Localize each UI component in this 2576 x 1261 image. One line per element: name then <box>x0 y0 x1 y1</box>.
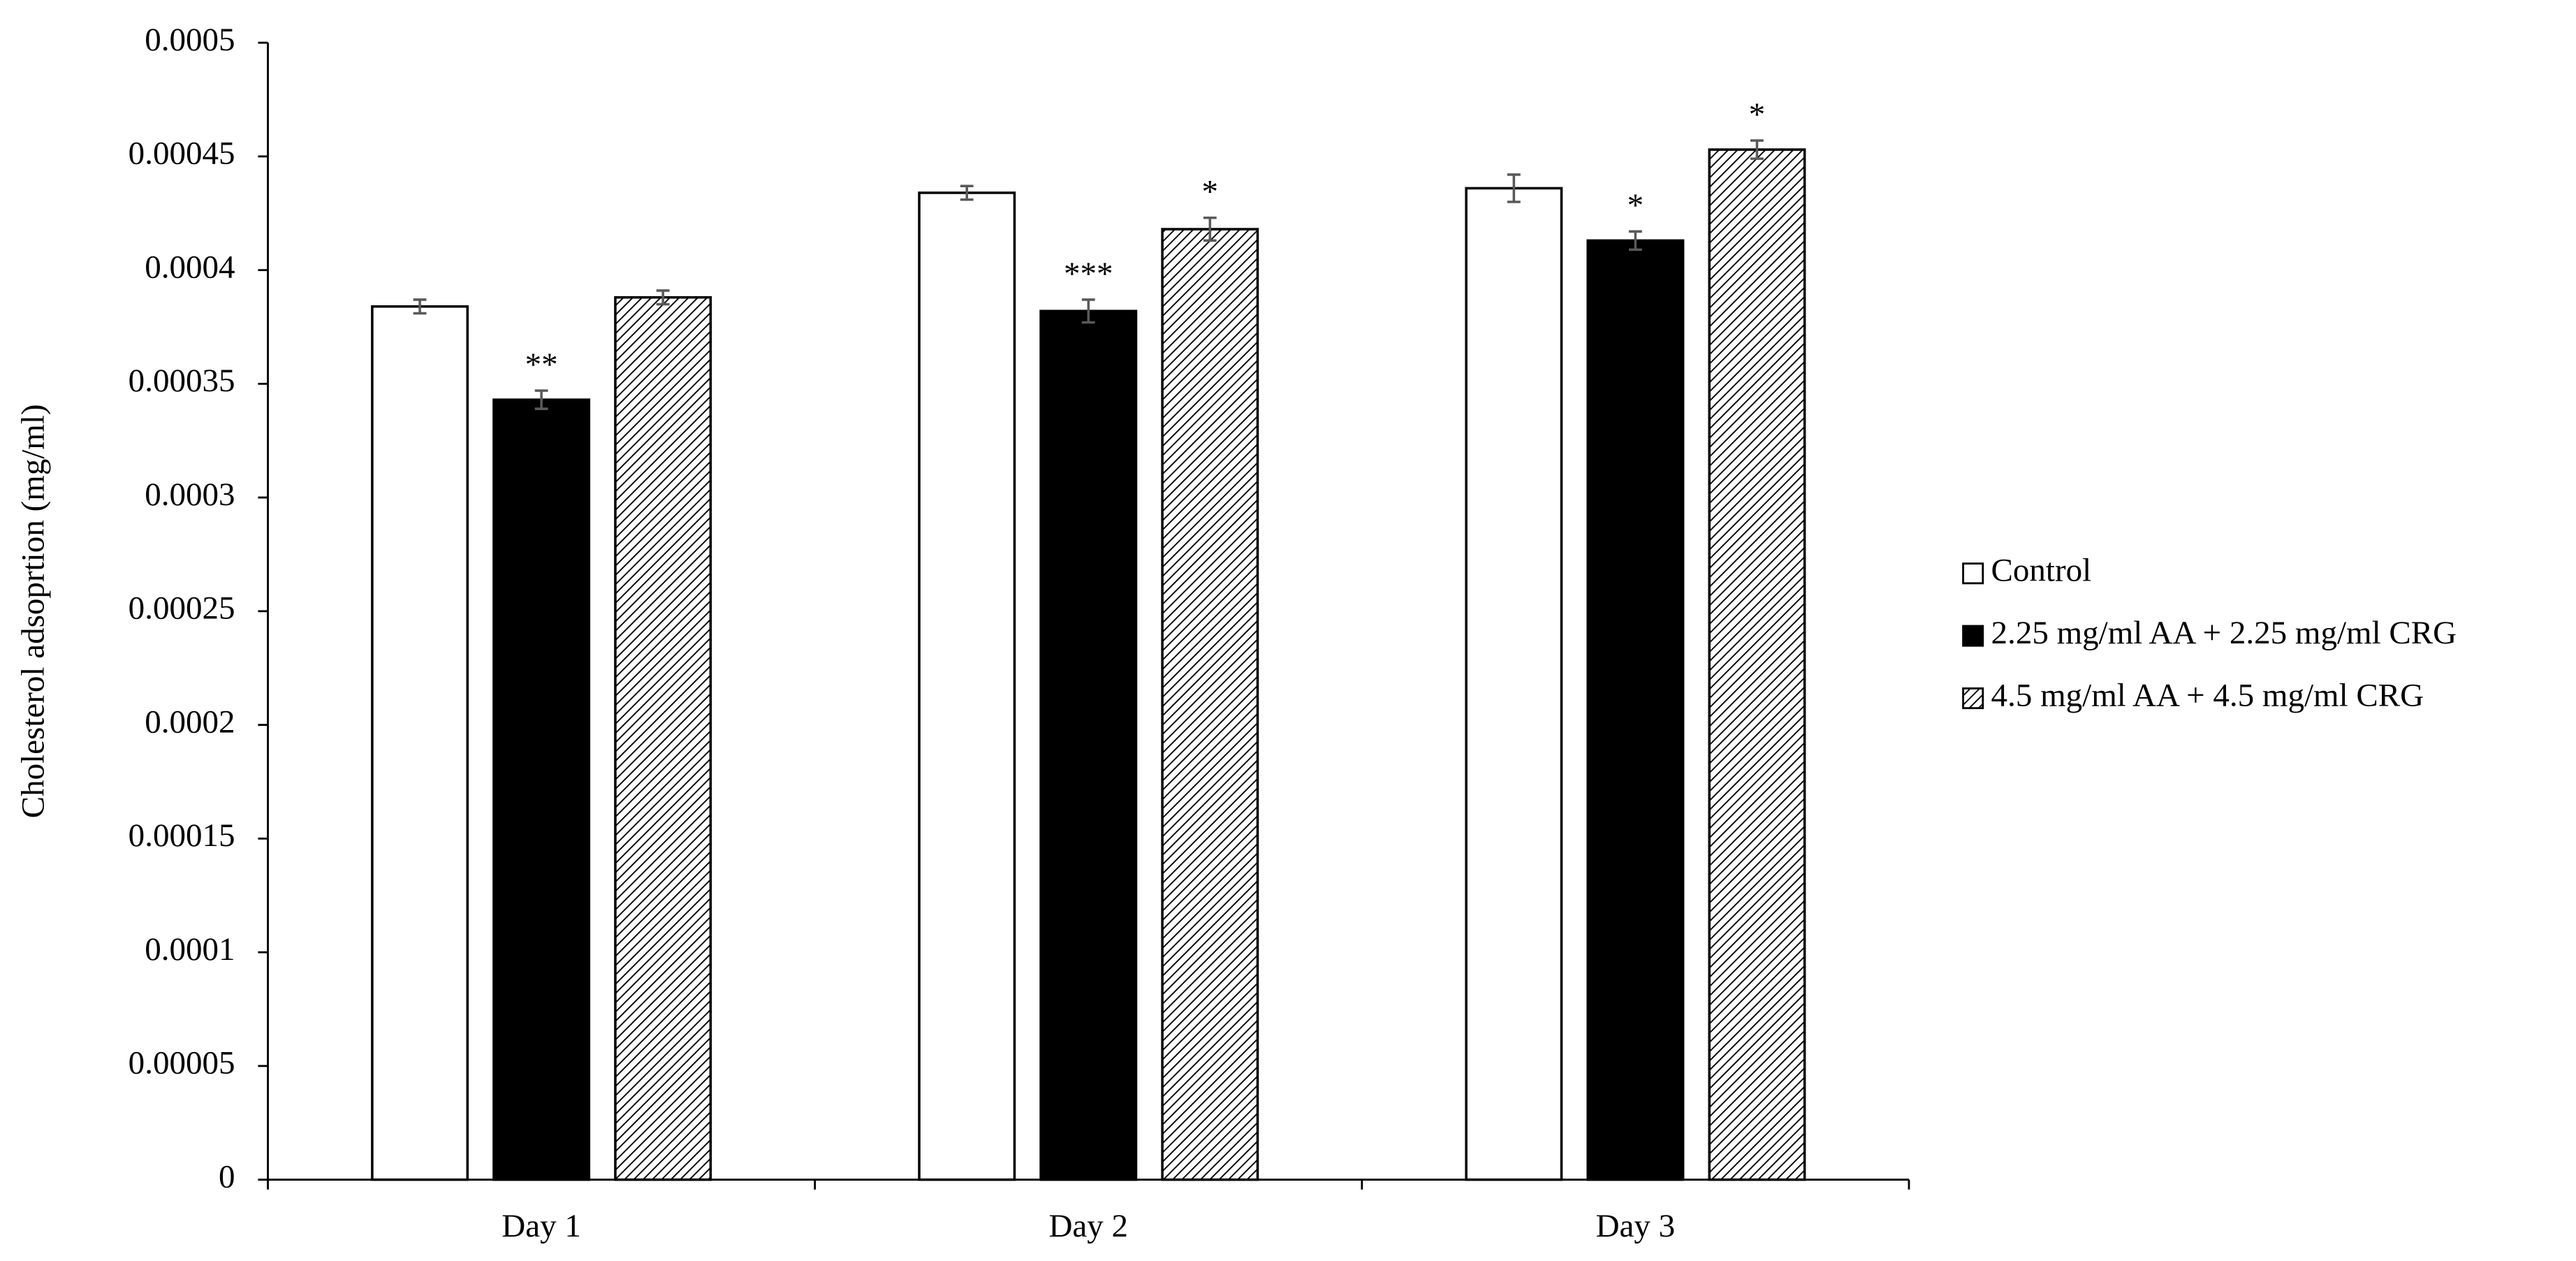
y-tick-label: 0.0001 <box>145 931 235 968</box>
legend-label: 4.5 mg/ml AA + 4.5 mg/ml CRG <box>1991 677 2424 713</box>
y-tick-label: 0 <box>219 1158 235 1195</box>
y-tick-label: 0.0003 <box>145 476 235 513</box>
legend-swatch <box>1962 562 1984 585</box>
bar <box>1708 148 1806 1181</box>
y-tick-label: 0.0002 <box>145 704 235 740</box>
legend-label: Control <box>1991 553 2092 589</box>
y-tick-label: 0.00015 <box>129 817 235 854</box>
bar <box>1586 239 1685 1181</box>
legend-swatch <box>1962 625 1984 647</box>
error-bar <box>960 184 974 201</box>
y-tick-label: 0.0004 <box>145 249 235 285</box>
x-tick-label: Day 2 <box>1048 1208 1128 1244</box>
x-tick-label: Day 1 <box>502 1208 581 1244</box>
significance-label: * <box>1749 96 1766 133</box>
bar <box>1465 187 1563 1181</box>
error-bar <box>1203 217 1217 242</box>
bar <box>1039 309 1138 1181</box>
error-bar <box>413 298 427 315</box>
significance-label: *** <box>1064 256 1113 292</box>
y-tick-label: 0.00005 <box>129 1045 235 1081</box>
y-axis-title: Cholesterol adsoprtion (mg/ml) <box>15 404 52 818</box>
error-bar <box>1507 173 1521 203</box>
legend-swatch <box>1962 687 1984 710</box>
y-tick-label: 0.00035 <box>129 363 235 399</box>
error-bar <box>656 289 670 306</box>
error-bar <box>1628 230 1642 252</box>
significance-label: * <box>1202 174 1219 210</box>
x-tick-label: Day 3 <box>1596 1208 1676 1244</box>
y-tick-label: 0.00025 <box>129 590 235 627</box>
bar <box>492 398 591 1181</box>
bar <box>918 191 1016 1181</box>
significance-label: * <box>1627 187 1644 224</box>
legend-label: 2.25 mg/ml AA + 2.25 mg/ml CRG <box>1991 615 2457 651</box>
error-bar <box>1081 298 1095 324</box>
bar <box>614 296 712 1181</box>
y-tick-label: 0.00045 <box>129 136 235 172</box>
y-tick-label: 0.0005 <box>145 22 235 58</box>
error-bar <box>534 389 548 410</box>
significance-label: ** <box>525 347 558 383</box>
bar <box>371 305 469 1181</box>
bar <box>1161 228 1259 1181</box>
error-bar <box>1750 139 1764 160</box>
